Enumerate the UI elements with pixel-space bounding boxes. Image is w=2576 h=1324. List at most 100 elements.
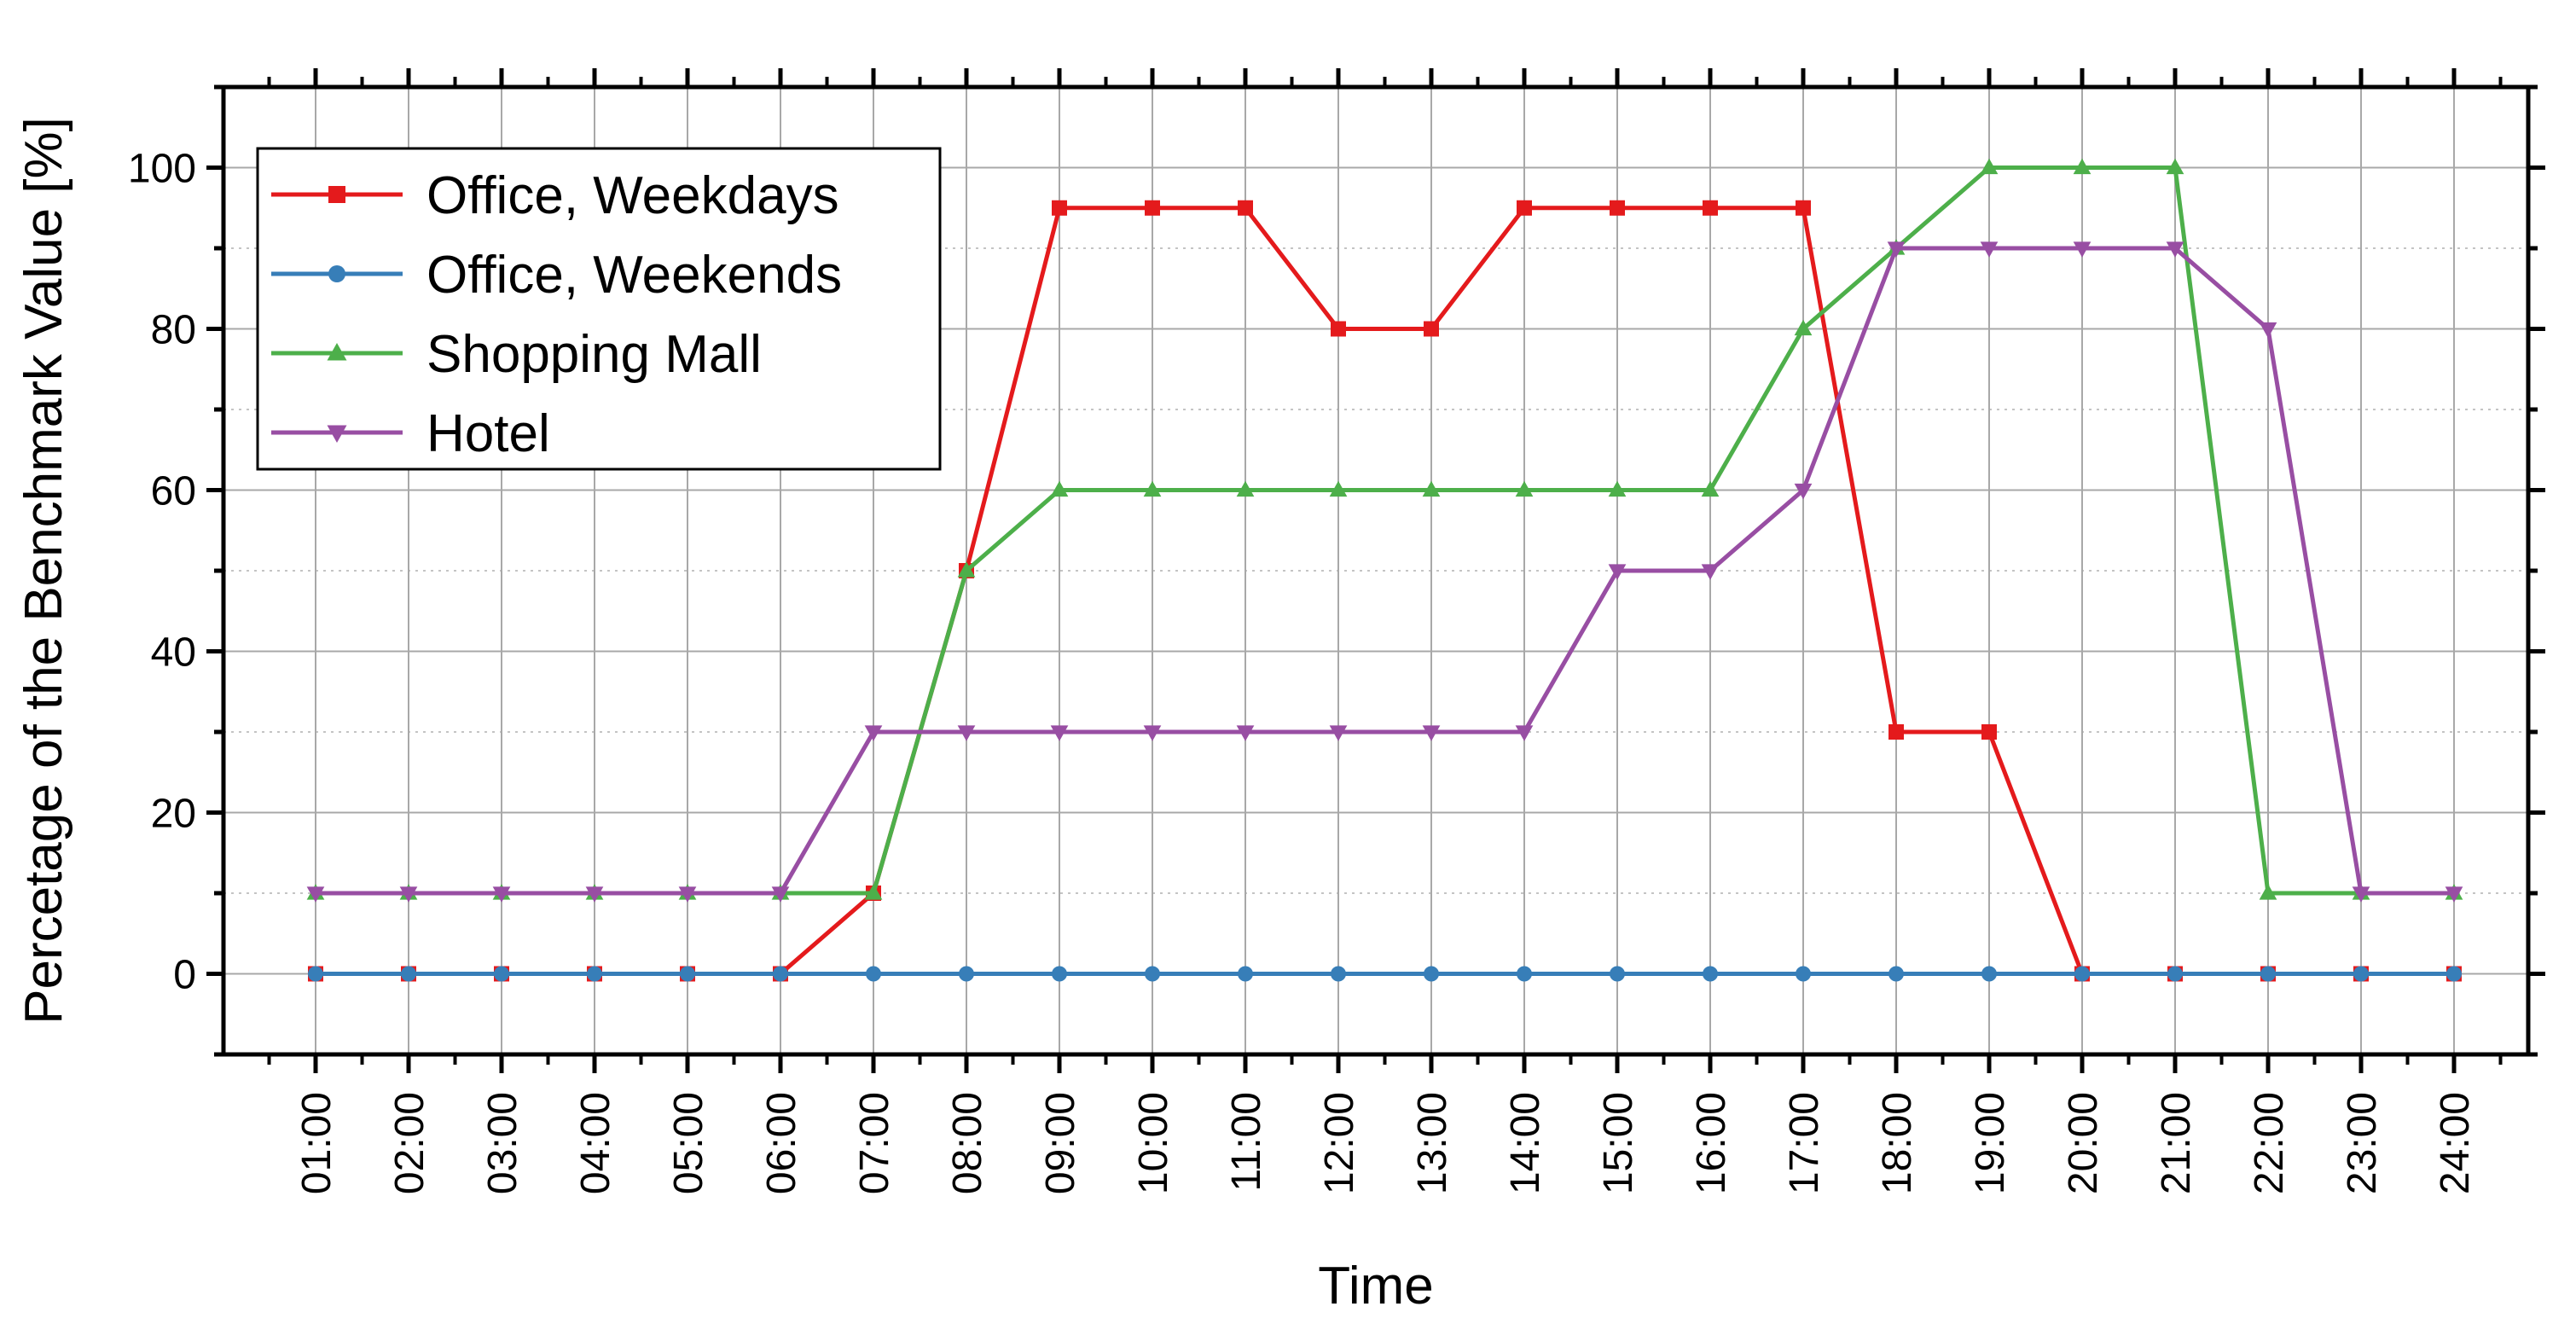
data-point bbox=[1143, 480, 1162, 497]
series-lines bbox=[306, 158, 2463, 982]
legend-marker bbox=[328, 186, 345, 203]
data-point bbox=[1515, 725, 1534, 741]
data-point bbox=[1888, 724, 1904, 740]
x-tick-label: 19:00 bbox=[1968, 1092, 2013, 1194]
legend-label: Office, Weekends bbox=[426, 246, 842, 305]
data-point bbox=[1703, 966, 1718, 982]
data-point bbox=[1329, 725, 1348, 741]
data-point bbox=[1329, 480, 1348, 497]
data-point bbox=[1052, 966, 1067, 982]
data-point bbox=[2166, 158, 2184, 175]
x-tick-label: 10:00 bbox=[1131, 1092, 1176, 1194]
y-tick-label: 0 bbox=[173, 953, 196, 998]
x-tick-label: 03:00 bbox=[480, 1092, 525, 1194]
x-tick-label: 16:00 bbox=[1689, 1092, 1734, 1194]
data-point bbox=[492, 886, 511, 903]
legend-label: Office, Weekdays bbox=[426, 166, 839, 225]
data-point bbox=[2352, 886, 2370, 903]
data-point bbox=[1796, 966, 1811, 982]
data-point bbox=[864, 725, 883, 741]
data-point bbox=[1050, 725, 1069, 741]
data-point bbox=[1610, 200, 1625, 216]
y-tick-label: 40 bbox=[151, 630, 196, 676]
x-tick-label: 15:00 bbox=[1596, 1092, 1641, 1194]
data-point bbox=[1238, 966, 1253, 982]
x-axis-title: Time bbox=[1318, 1257, 1433, 1315]
data-point bbox=[1701, 480, 1720, 497]
data-point bbox=[1050, 480, 1069, 497]
data-point bbox=[1980, 158, 1999, 175]
legend-label: Shopping Mall bbox=[426, 325, 762, 384]
data-point bbox=[2353, 966, 2369, 982]
data-point bbox=[1331, 321, 1346, 337]
data-point bbox=[1701, 564, 1720, 580]
data-point bbox=[2166, 241, 2184, 258]
data-point bbox=[773, 966, 788, 982]
series-line bbox=[316, 246, 2454, 896]
data-point bbox=[2074, 966, 2090, 982]
legend-marker bbox=[328, 265, 345, 282]
legend: Office, Weekdays Office, Weekends Shopping… bbox=[256, 147, 942, 471]
x-tick-label: 08:00 bbox=[945, 1092, 990, 1194]
x-axis: 01:00 02:00 03:00 04:00 05:00 06:00 07:00 08:00… bbox=[267, 68, 2503, 1194]
data-point bbox=[1238, 200, 1253, 216]
data-point bbox=[308, 966, 323, 982]
data-point bbox=[1981, 724, 1997, 740]
data-point bbox=[2073, 158, 2092, 175]
data-point bbox=[1517, 200, 1532, 216]
y-tick-label: 80 bbox=[151, 308, 196, 353]
data-point bbox=[585, 886, 604, 903]
y-tick-label: 100 bbox=[128, 147, 196, 192]
x-tick-label: 21:00 bbox=[2154, 1092, 2199, 1194]
data-point bbox=[1422, 725, 1441, 741]
data-point bbox=[680, 966, 695, 982]
data-point bbox=[1236, 480, 1255, 497]
series-office-weekends bbox=[308, 966, 2462, 982]
data-point bbox=[866, 966, 881, 982]
data-point bbox=[2445, 886, 2463, 903]
data-point bbox=[1796, 200, 1811, 216]
y-tick-label: 20 bbox=[151, 792, 196, 837]
data-point bbox=[2446, 966, 2462, 982]
x-tick-label: 05:00 bbox=[666, 1092, 711, 1194]
y-axis: 0 20 40 60 80 100 bbox=[128, 84, 2545, 1057]
data-point bbox=[1608, 480, 1627, 497]
data-point bbox=[2259, 322, 2277, 339]
data-point bbox=[957, 561, 976, 578]
legend-label: Hotel bbox=[426, 404, 550, 463]
data-point bbox=[587, 966, 602, 982]
data-point bbox=[1888, 966, 1904, 982]
data-point bbox=[494, 966, 509, 982]
data-point bbox=[2259, 884, 2277, 900]
data-point bbox=[2073, 241, 2092, 258]
data-point bbox=[1610, 966, 1625, 982]
data-point bbox=[959, 966, 974, 982]
data-point bbox=[1981, 966, 1997, 982]
legend-marker bbox=[327, 343, 347, 361]
data-point bbox=[1143, 725, 1162, 741]
data-point bbox=[864, 884, 883, 900]
data-point bbox=[399, 886, 418, 903]
x-tick-label: 11:00 bbox=[1224, 1092, 1269, 1192]
data-point bbox=[2260, 966, 2276, 982]
data-point bbox=[1145, 200, 1160, 216]
data-point bbox=[1424, 966, 1439, 982]
y-tick-label: 60 bbox=[151, 469, 196, 514]
legend-box bbox=[256, 147, 942, 471]
data-point bbox=[1145, 966, 1160, 982]
data-point bbox=[1794, 319, 1813, 336]
data-point bbox=[1794, 483, 1813, 500]
x-tick-label: 20:00 bbox=[2061, 1092, 2106, 1194]
legend-marker bbox=[327, 425, 347, 443]
data-point bbox=[1052, 200, 1067, 216]
x-tick-label: 14:00 bbox=[1503, 1092, 1548, 1194]
x-tick-label: 06:00 bbox=[759, 1092, 804, 1194]
data-point bbox=[1608, 564, 1627, 580]
x-tick-label: 17:00 bbox=[1782, 1092, 1827, 1194]
x-tick-label: 24:00 bbox=[2433, 1092, 2478, 1194]
x-tick-label: 12:00 bbox=[1317, 1092, 1362, 1194]
data-point bbox=[306, 886, 325, 903]
x-tick-label: 02:00 bbox=[387, 1092, 432, 1194]
y-axis-title: Percetage of the Benchmark Value [%] bbox=[15, 117, 73, 1025]
